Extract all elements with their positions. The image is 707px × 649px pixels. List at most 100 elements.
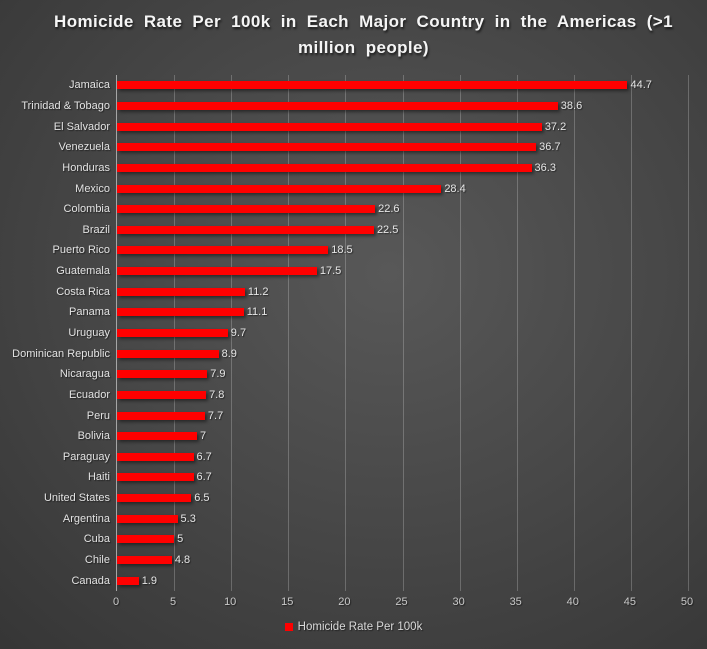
value-axis-labels: 0 5 10 15 20 25 30 35 40 45 50 <box>113 596 693 610</box>
bar-value-label: 36.7 <box>539 141 561 154</box>
bar <box>117 287 245 296</box>
bar-value-label: 7.8 <box>209 388 225 401</box>
category-label: Cuba <box>83 533 110 546</box>
category-label: Haiti <box>87 471 110 484</box>
x-tick-label: 50 <box>680 596 694 608</box>
bar <box>117 349 219 358</box>
bar-row: 5 <box>117 529 688 550</box>
gridline <box>231 75 233 591</box>
category-label: Colombia <box>63 203 110 216</box>
bar <box>117 370 208 379</box>
category-label: Guatemala <box>56 265 110 278</box>
category-label: Venezuela <box>58 141 110 154</box>
bar-row: 5.3 <box>117 508 688 529</box>
bar-row: 8.9 <box>117 343 688 364</box>
bar <box>117 432 197 441</box>
bar-value-label: 22.5 <box>376 223 399 236</box>
bar <box>117 81 628 90</box>
bar <box>117 308 244 317</box>
legend-swatch-icon <box>284 623 293 631</box>
bar-value-label: 36.3 <box>534 161 556 174</box>
gridline <box>573 75 575 591</box>
category-axis-labels: Jamaica Trinidad & Tobago El Salvador Venez… <box>0 75 110 591</box>
bar-value-label: 5 <box>177 533 184 546</box>
bar <box>117 225 374 234</box>
gridline <box>459 75 461 591</box>
bar <box>117 390 207 399</box>
x-tick-label: 15 <box>281 596 294 608</box>
bar-value-label: 11.2 <box>247 285 269 298</box>
bar <box>117 535 175 544</box>
bar-value-label: 9.7 <box>230 327 247 339</box>
gridline <box>516 75 518 591</box>
bar-row: 4.8 <box>117 550 688 571</box>
bar <box>117 514 178 523</box>
bar-row: 6.7 <box>117 447 688 468</box>
bar <box>117 576 139 585</box>
category-label: El Salvador <box>53 120 110 133</box>
category-label: Dominican Republic <box>12 347 110 360</box>
bar-value-label: 8.9 <box>221 347 237 360</box>
category-label: Peru <box>86 409 110 422</box>
bar-row: 18.5 <box>117 240 688 261</box>
bar <box>117 267 317 276</box>
bar-row: 11.2 <box>117 281 688 302</box>
bar <box>117 143 537 152</box>
gridline <box>345 75 347 591</box>
bar-value-label: 18.5 <box>331 244 353 257</box>
chart-title: Homicide Rate Per 100k in Each Major Cou… <box>54 12 673 58</box>
category-label: Canada <box>71 574 110 587</box>
x-tick-label: 5 <box>170 596 177 608</box>
bar-value-label: 4.8 <box>174 554 191 567</box>
bar-value-label: 6.7 <box>196 471 212 484</box>
bar-series: 44.7 38.6 37.2 36.7 36.3 28.4 22.6 22.5 18.5 17.5… <box>117 75 688 591</box>
bar-value-label: 28.4 <box>444 182 466 195</box>
x-tick-label: 20 <box>338 596 351 608</box>
category-label: Ecuador <box>69 388 110 401</box>
bar <box>117 163 532 172</box>
bar-value-label: 38.6 <box>560 99 583 112</box>
bar <box>117 101 558 110</box>
bar <box>117 556 172 565</box>
bar-row: 7 <box>117 426 688 447</box>
bar <box>117 122 542 131</box>
bar-value-label: 6.5 <box>194 492 210 505</box>
bar-value-label: 37.2 <box>544 120 567 133</box>
bar-row: 6.7 <box>117 467 688 488</box>
bar <box>117 494 192 503</box>
bar-row: 11.1 <box>117 302 688 323</box>
bar <box>117 473 194 482</box>
bar-value-label: 22.6 <box>378 203 400 216</box>
bar-value-label: 7.7 <box>207 409 224 422</box>
bar <box>117 411 205 420</box>
bar <box>117 452 194 461</box>
plot-area: 44.7 38.6 37.2 36.7 36.3 28.4 22.6 22.5 18.5 17.5… <box>116 75 689 591</box>
category-label: Panama <box>69 306 110 319</box>
bar-value-label: 5.3 <box>180 512 196 525</box>
bar-row: 38.6 <box>117 96 688 117</box>
category-label: Nicaragua <box>59 368 110 381</box>
category-label: Mexico <box>75 182 110 195</box>
bar-value-label: 17.5 <box>319 265 342 278</box>
category-label: Costa Rica <box>56 285 110 298</box>
bar-value-label: 7 <box>199 430 207 443</box>
category-label: Paraguay <box>62 450 110 463</box>
bar-value-label: 6.7 <box>196 450 212 463</box>
category-label: Argentina <box>62 512 110 525</box>
bar-row: 37.2 <box>117 116 688 137</box>
gridline <box>402 75 404 591</box>
bar-row: 36.3 <box>117 158 688 179</box>
bar-value-label: 1.9 <box>141 574 157 587</box>
bar-row: 28.4 <box>117 178 688 199</box>
bar-row: 22.5 <box>117 219 688 240</box>
x-tick-label: 45 <box>623 596 637 608</box>
category-label: Bolivia <box>77 430 110 443</box>
category-label: Brazil <box>82 223 110 236</box>
category-label: Jamaica <box>69 79 110 92</box>
category-label: Trinidad & Tobago <box>21 99 110 112</box>
bar-row: 17.5 <box>117 261 688 282</box>
bar-row: 7.7 <box>117 405 688 426</box>
bar <box>117 246 329 255</box>
category-label: Honduras <box>62 161 110 174</box>
